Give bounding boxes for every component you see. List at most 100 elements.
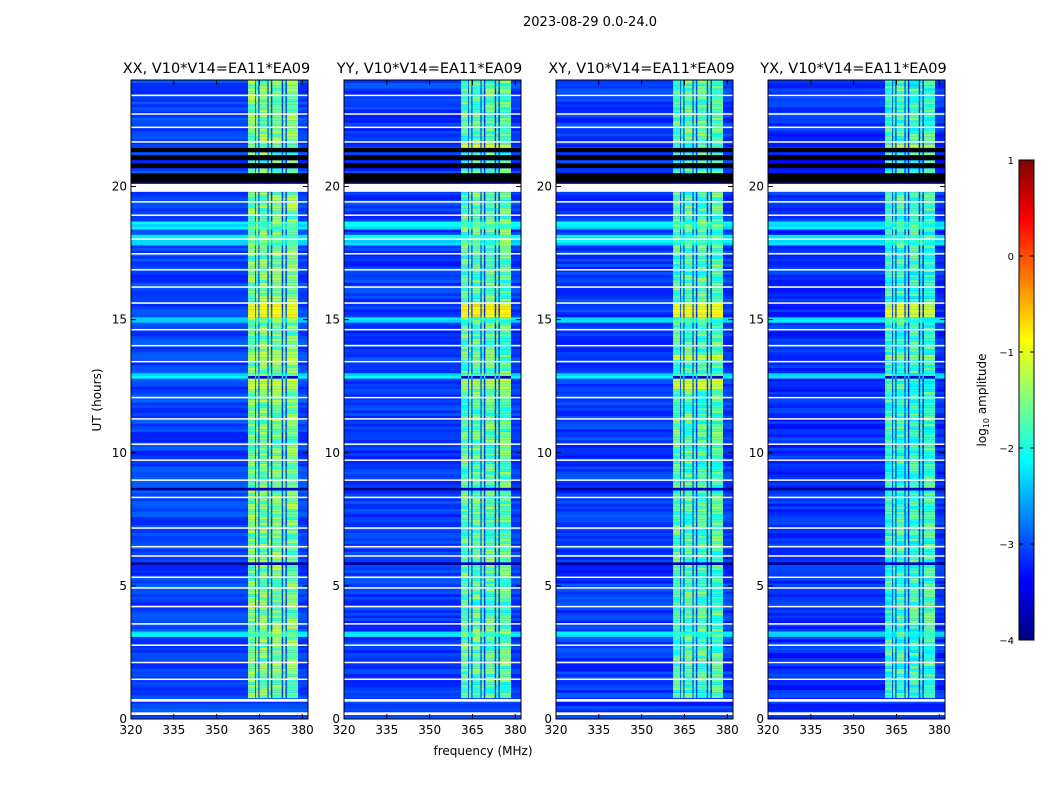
rfi-cell xyxy=(259,340,268,344)
rfi-cell xyxy=(485,338,495,342)
rfi-cell xyxy=(259,351,268,355)
rfi-cell xyxy=(684,490,693,494)
rfi-cell xyxy=(461,375,469,379)
rfi-cell xyxy=(708,452,711,456)
rfi-cell xyxy=(283,263,286,267)
rfi-cell xyxy=(485,114,495,118)
rfi-cell xyxy=(711,567,723,571)
rfi-cell xyxy=(693,695,696,699)
rfi-cell xyxy=(472,468,481,472)
rfi-cell xyxy=(268,274,271,278)
rfi-cell xyxy=(697,641,707,645)
rfi-cell xyxy=(286,356,298,360)
rfi-cell xyxy=(496,351,499,355)
heatmap-row xyxy=(556,564,733,568)
rfi-cell xyxy=(496,356,499,360)
y-tick-label: 20 xyxy=(325,180,340,194)
rfi-cell xyxy=(272,591,282,595)
rfi-cell xyxy=(248,122,256,126)
rfi-cell xyxy=(472,295,481,299)
heatmap-row xyxy=(556,418,733,422)
rfi-cell xyxy=(256,636,259,640)
rfi-cell xyxy=(472,119,481,123)
rfi-cell xyxy=(283,332,286,336)
x-tick-label: 350 xyxy=(205,723,228,737)
heatmap-row xyxy=(131,332,308,336)
rfi-cell xyxy=(681,676,684,680)
rfi-cell xyxy=(681,551,684,555)
rfi-cell xyxy=(256,293,259,297)
rfi-cell xyxy=(485,354,495,358)
rfi-cell xyxy=(481,649,484,653)
rfi-cell xyxy=(472,543,481,547)
rfi-cell xyxy=(684,407,693,411)
rfi-cell xyxy=(711,484,723,488)
rfi-cell xyxy=(259,657,268,661)
rfi-cell xyxy=(272,679,282,683)
rfi-cell xyxy=(286,82,298,86)
rfi-cell xyxy=(499,210,511,214)
rfi-cell xyxy=(272,471,282,475)
rfi-cell xyxy=(283,684,286,688)
rfi-cell xyxy=(461,362,469,366)
rfi-cell xyxy=(481,338,484,342)
rfi-cell xyxy=(461,428,469,432)
heatmap-row xyxy=(556,508,733,512)
heatmap-row xyxy=(344,692,521,696)
rfi-cell xyxy=(286,218,298,222)
rfi-cell xyxy=(693,529,696,534)
rfi-cell xyxy=(499,207,511,211)
heatmap-row xyxy=(556,498,733,502)
rfi-cell xyxy=(708,679,711,683)
rfi-cell xyxy=(496,319,499,323)
rfi-cell xyxy=(268,109,271,113)
rfi-cell xyxy=(461,295,469,299)
rfi-cell xyxy=(711,460,723,464)
rfi-cell xyxy=(684,532,693,536)
rfi-cell xyxy=(259,521,268,526)
rfi-cell xyxy=(496,671,499,675)
rfi-cell xyxy=(286,447,298,451)
rfi-cell xyxy=(711,410,723,414)
rfi-cell xyxy=(681,687,684,691)
heatmap-row xyxy=(344,548,521,552)
rfi-cell xyxy=(499,540,511,544)
heatmap-row xyxy=(556,540,733,544)
rfi-cell xyxy=(711,394,723,398)
rfi-cell xyxy=(268,410,271,414)
rfi-cell xyxy=(496,676,499,680)
rfi-cell xyxy=(472,314,481,318)
rfi-cell xyxy=(697,423,707,427)
rfi-cell xyxy=(711,655,723,659)
rfi-cell xyxy=(496,657,499,661)
rfi-cell xyxy=(259,194,268,198)
rfi-cell xyxy=(496,620,499,624)
rfi-cell xyxy=(708,591,711,595)
rfi-cell xyxy=(673,370,681,374)
rfi-cell xyxy=(472,631,481,635)
rfi-cell xyxy=(684,673,693,677)
rfi-cell xyxy=(256,242,259,246)
rfi-cell xyxy=(711,346,723,350)
rfi-cell xyxy=(697,695,707,699)
rfi-cell xyxy=(286,420,298,424)
rfi-cell xyxy=(681,418,684,422)
rfi-cell xyxy=(248,98,256,102)
rfi-cell xyxy=(481,577,484,581)
rfi-cell xyxy=(481,380,484,384)
rfi-cell xyxy=(268,218,271,222)
rfi-cell xyxy=(259,82,268,86)
rfi-cell xyxy=(472,657,481,661)
rfi-cell xyxy=(272,519,282,523)
rfi-cell xyxy=(481,356,484,360)
rfi-cell xyxy=(496,428,499,432)
rfi-cell xyxy=(485,306,495,310)
rfi-cell xyxy=(681,623,684,627)
rfi-cell xyxy=(481,245,484,249)
heatmap-row xyxy=(344,644,521,648)
rfi-cell xyxy=(256,506,259,510)
rfi-cell xyxy=(472,141,481,145)
rfi-cell xyxy=(693,657,696,661)
rfi-cell xyxy=(499,229,511,233)
rfi-cell xyxy=(697,655,707,659)
